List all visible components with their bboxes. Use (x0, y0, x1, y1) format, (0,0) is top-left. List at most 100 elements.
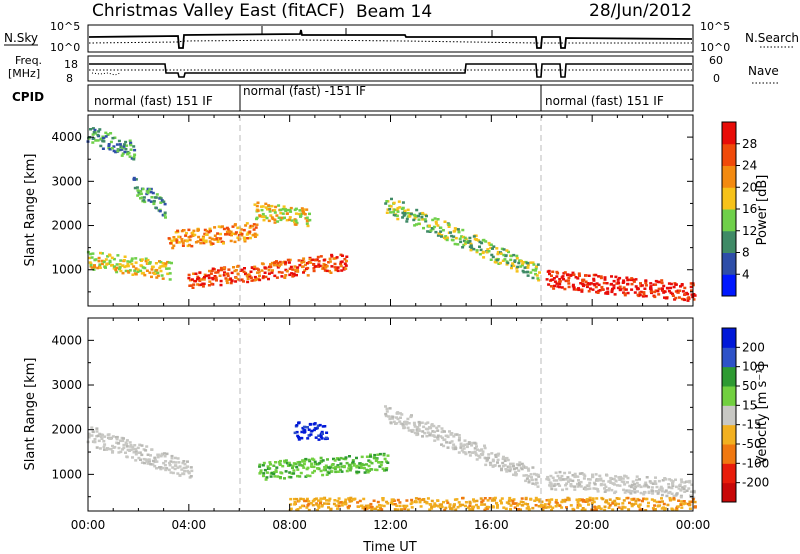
data-cell (264, 206, 268, 209)
data-cell (100, 437, 104, 440)
data-cell (104, 135, 108, 138)
data-cell (97, 439, 101, 443)
data-cell (306, 426, 309, 429)
data-cell (574, 276, 578, 279)
data-cell (606, 287, 610, 290)
data-cell (146, 462, 150, 465)
data-cell (573, 488, 577, 491)
data-cell (478, 245, 481, 248)
data-cell (312, 428, 316, 432)
data-cell (358, 499, 362, 503)
data-cell (321, 473, 325, 477)
data-cell (184, 231, 188, 235)
data-cell (133, 186, 137, 190)
data-cell (674, 283, 678, 286)
data-cell (588, 499, 592, 502)
data-cell (642, 497, 646, 500)
data-cell (306, 266, 310, 270)
data-cell (220, 268, 223, 272)
data-cell (532, 263, 536, 266)
data-cell (332, 466, 336, 470)
data-cell (629, 485, 633, 489)
cpid-segment-2: normal (fast) -151 IF (243, 84, 366, 98)
data-cell (519, 500, 523, 503)
data-cell (112, 145, 116, 148)
data-cell (511, 499, 515, 503)
data-cell (257, 271, 261, 274)
freq-tick-top: 18 (64, 58, 78, 71)
data-cell (230, 279, 234, 283)
data-cell (552, 277, 556, 280)
data-cell (388, 407, 392, 410)
data-cell (369, 505, 373, 509)
data-cell (182, 460, 186, 463)
data-cell (182, 472, 186, 476)
data-cell (160, 199, 164, 202)
data-cell (307, 434, 311, 437)
data-cell (576, 500, 580, 503)
data-cell (442, 500, 445, 504)
data-cell (288, 218, 291, 222)
data-cell (131, 273, 135, 276)
cpid-segment-1: normal (fast) 151 IF (94, 94, 213, 108)
data-cell (87, 436, 91, 439)
data-cell (374, 507, 378, 510)
data-cell (176, 466, 180, 469)
data-cell (285, 208, 289, 212)
data-cell (478, 449, 482, 452)
data-cell (253, 235, 257, 238)
data-cell (339, 501, 343, 504)
data-cell (91, 127, 95, 130)
data-cell (131, 448, 135, 451)
data-cell (634, 499, 638, 503)
y-tick-label: 1000 (51, 263, 82, 277)
data-cell (467, 241, 471, 244)
data-cell (607, 489, 610, 492)
data-cell (333, 266, 337, 269)
data-cell (363, 506, 367, 509)
data-cell (463, 439, 467, 442)
data-cell (616, 278, 620, 281)
data-cell (303, 429, 307, 432)
colorbar-swatch (722, 252, 736, 275)
data-cell (432, 505, 436, 508)
data-cell (438, 506, 442, 509)
data-cell (620, 507, 624, 511)
colorbar-swatch (722, 230, 736, 253)
data-cell (267, 219, 271, 223)
data-cell (405, 217, 409, 221)
data-cell (561, 478, 565, 481)
data-cell (467, 442, 471, 445)
data-cell (494, 261, 498, 264)
data-cell (373, 453, 377, 457)
data-cell (307, 458, 311, 462)
data-cell (284, 459, 288, 462)
data-cell (436, 436, 440, 439)
data-cell (402, 214, 406, 217)
data-cell (460, 235, 464, 238)
data-cell (426, 428, 430, 431)
data-cell (515, 466, 519, 470)
data-cell (508, 469, 512, 473)
data-cell (440, 427, 444, 430)
data-cell (384, 405, 387, 408)
data-cell (549, 485, 553, 488)
data-cell (457, 501, 461, 504)
data-cell (454, 447, 457, 451)
data-cell (603, 278, 607, 281)
data-cell (240, 278, 244, 281)
data-cell (271, 217, 275, 221)
data-cell (443, 508, 447, 512)
data-cell (154, 206, 158, 209)
data-cell (457, 230, 461, 234)
nave-tick-bottom: 0 (713, 72, 720, 85)
data-cell (148, 261, 152, 264)
data-cell (623, 483, 627, 486)
data-cell (651, 482, 655, 485)
data-cell (649, 481, 653, 485)
data-cell (464, 504, 467, 508)
data-cell (98, 263, 102, 266)
data-cell (355, 464, 359, 468)
data-cell (144, 259, 148, 263)
data-cell (440, 503, 443, 506)
